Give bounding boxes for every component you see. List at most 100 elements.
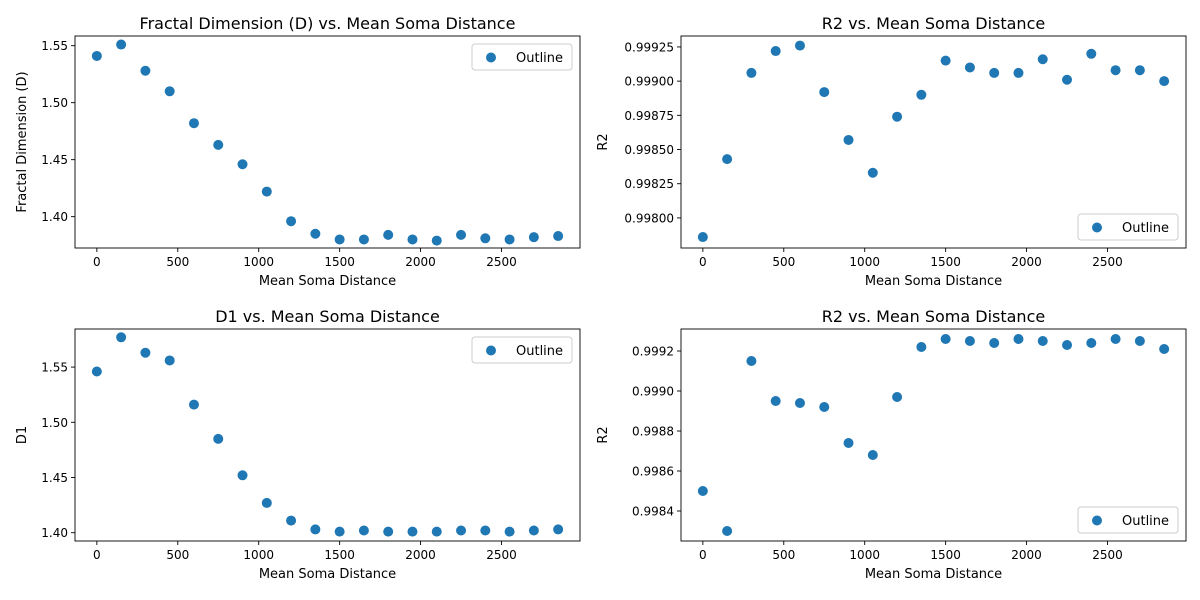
x-tick-label: 2000 (1011, 548, 1042, 562)
y-tick-label: 0.99875 (624, 109, 674, 123)
x-tick-label: 2500 (486, 548, 517, 562)
data-point (1062, 340, 1073, 350)
x-tick-label: 500 (772, 548, 795, 562)
y-tick-label: 0.9992 (632, 345, 674, 359)
y-tick-label: 1.50 (41, 416, 68, 430)
data-point (989, 338, 1000, 348)
y-tick-label: 0.99800 (624, 211, 674, 225)
y-tick-label: 0.99850 (624, 143, 674, 157)
data-point (1037, 54, 1048, 65)
data-point (116, 39, 127, 50)
data-points (697, 40, 1170, 243)
x-tick-label: 1000 (849, 548, 880, 562)
data-point (964, 336, 975, 346)
data-point (794, 40, 805, 51)
y-axis-label: Fractal Dimension (D) (15, 71, 30, 212)
data-point (1013, 67, 1024, 78)
data-point (237, 470, 248, 481)
data-point (553, 231, 564, 242)
y-tick-label: 1.55 (41, 39, 68, 53)
data-point (794, 398, 805, 408)
chart-2: R2 vs. Mean Soma Distance 0 500 1000 1500 200… (596, 14, 1187, 289)
y-tick-label: 0.99925 (624, 40, 674, 54)
y-axis-label: D1 (15, 426, 30, 444)
x-tick-label: 1500 (324, 548, 355, 562)
y-tick-label: 1.50 (41, 96, 68, 110)
data-point (334, 234, 345, 245)
chart-title: D1 vs. Mean Soma Distance (215, 307, 440, 326)
data-point (188, 118, 199, 129)
data-point (1134, 65, 1145, 76)
legend-marker (1092, 515, 1102, 526)
legend-box (1077, 213, 1179, 241)
x-tick-label: 2000 (405, 255, 436, 269)
data-point (892, 111, 903, 122)
legend-label: Outline (1122, 221, 1169, 236)
data-point (1062, 74, 1073, 85)
data-point (697, 486, 708, 496)
data-point (1134, 336, 1145, 346)
y-tick-label: 1.40 (41, 210, 68, 224)
data-point (964, 62, 975, 73)
data-point (843, 134, 854, 145)
x-tick-label: 2000 (405, 548, 436, 562)
data-points (91, 332, 564, 537)
data-point (528, 525, 539, 536)
x-tick-label: 2500 (1092, 255, 1123, 269)
legend-marker (486, 345, 496, 356)
x-axis-label: Mean Soma Distance (259, 274, 396, 289)
data-point (91, 50, 102, 61)
x-axis-label: Mean Soma Distance (259, 567, 396, 582)
x-tick-label: 500 (166, 255, 189, 269)
y-tick-label: 0.9990 (632, 385, 674, 399)
data-point (310, 524, 321, 535)
chart-4: R2 vs. Mean Soma Distance 0 500 1000 1500 200… (596, 307, 1187, 582)
data-point (1086, 48, 1097, 59)
data-point (116, 332, 127, 343)
x-tick-label: 1500 (930, 255, 961, 269)
data-point (746, 67, 757, 78)
data-point (697, 232, 708, 243)
data-points (697, 334, 1170, 536)
y-tick-label: 0.99825 (624, 177, 674, 191)
x-tick-label: 0 (699, 255, 707, 269)
data-point (770, 396, 781, 406)
data-point (553, 524, 564, 535)
y-tick-label: 0.99900 (624, 75, 674, 89)
data-point (867, 167, 878, 178)
legend-marker (1092, 222, 1102, 233)
legend-box (471, 336, 573, 364)
y-axis-label: R2 (596, 133, 611, 150)
x-tick-label: 2500 (486, 255, 517, 269)
data-point (1013, 334, 1024, 344)
y-axis-label: R2 (596, 426, 611, 443)
data-point (286, 515, 297, 526)
data-point (1086, 338, 1097, 348)
x-tick-label: 2500 (1092, 548, 1123, 562)
y-tick-label: 0.9988 (632, 425, 674, 439)
data-points (91, 39, 564, 246)
legend: Outline (471, 43, 573, 71)
data-point (237, 159, 248, 170)
y-tick-label: 0.9984 (632, 505, 674, 519)
data-point (892, 392, 903, 402)
x-tick-label: 1000 (243, 255, 274, 269)
x-tick-label: 1000 (243, 548, 274, 562)
chart-3: D1 vs. Mean Soma Distance 0 500 1000 1500 200… (15, 307, 581, 582)
data-point (940, 334, 951, 344)
data-point (770, 46, 781, 57)
chart-title: R2 vs. Mean Soma Distance (822, 307, 1045, 326)
data-point (1110, 334, 1121, 344)
legend-label: Outline (516, 51, 563, 66)
data-point (1159, 344, 1170, 354)
x-tick-label: 0 (699, 548, 707, 562)
data-point (1159, 76, 1170, 87)
chart-title: Fractal Dimension (D) vs. Mean Soma Dist… (140, 14, 516, 33)
legend-box (471, 43, 573, 71)
y-tick-label: 1.45 (41, 153, 68, 167)
legend: Outline (1077, 506, 1179, 534)
x-axis-label: Mean Soma Distance (865, 567, 1002, 582)
data-point (456, 229, 467, 240)
data-point (1037, 336, 1048, 346)
